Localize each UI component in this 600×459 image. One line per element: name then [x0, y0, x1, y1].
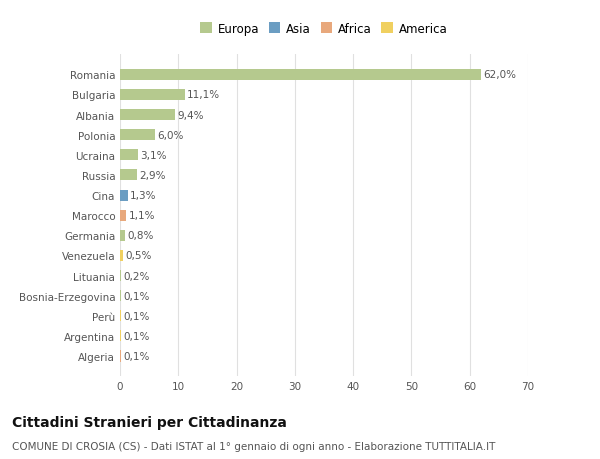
Text: 0,2%: 0,2% [124, 271, 150, 281]
Bar [120, 210, 127, 221]
Bar [120, 130, 155, 141]
Bar [120, 270, 121, 281]
Bar [120, 170, 137, 181]
Text: 0,5%: 0,5% [125, 251, 152, 261]
Bar [120, 230, 125, 241]
Text: 6,0%: 6,0% [157, 130, 184, 140]
Text: 3,1%: 3,1% [140, 151, 167, 161]
Bar [120, 70, 481, 81]
Text: COMUNE DI CROSIA (CS) - Dati ISTAT al 1° gennaio di ogni anno - Elaborazione TUT: COMUNE DI CROSIA (CS) - Dati ISTAT al 1°… [12, 441, 496, 451]
Text: 2,9%: 2,9% [139, 171, 166, 180]
Text: 9,4%: 9,4% [177, 110, 203, 120]
Text: 0,1%: 0,1% [123, 311, 149, 321]
Text: 0,1%: 0,1% [123, 291, 149, 301]
Text: 0,1%: 0,1% [123, 331, 149, 341]
Legend: Europa, Asia, Africa, America: Europa, Asia, Africa, America [196, 19, 451, 39]
Text: 0,1%: 0,1% [123, 351, 149, 361]
Text: Cittadini Stranieri per Cittadinanza: Cittadini Stranieri per Cittadinanza [12, 415, 287, 429]
Text: 11,1%: 11,1% [187, 90, 220, 100]
Bar [120, 150, 138, 161]
Bar [120, 190, 128, 201]
Text: 0,8%: 0,8% [127, 231, 154, 241]
Bar [120, 90, 185, 101]
Text: 1,1%: 1,1% [129, 211, 155, 221]
Text: 1,3%: 1,3% [130, 190, 157, 201]
Bar [120, 250, 123, 262]
Bar [120, 110, 175, 121]
Text: 62,0%: 62,0% [484, 70, 517, 80]
